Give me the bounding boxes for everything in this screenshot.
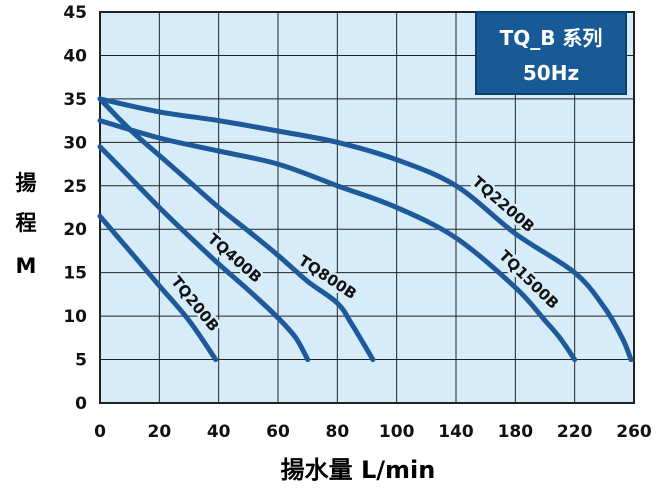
y-tick-label: 45 — [63, 3, 87, 23]
series-line-tq200b — [97, 213, 219, 363]
y-tick-label: 20 — [63, 220, 87, 240]
x-tick-label: 40 — [207, 422, 231, 442]
y-tick-labels: 0 5 10 15 20 25 30 35 40 45 — [63, 3, 87, 414]
x-tick-label: 60 — [266, 422, 290, 442]
x-tick-label: 80 — [325, 422, 349, 442]
y-axis-label-char-1: 揚 — [16, 171, 37, 195]
x-tick-label: 220 — [557, 422, 593, 442]
x-axis-label: 揚水量 L/min — [281, 456, 436, 484]
title-series-name: TQ_B 系列 — [500, 26, 603, 50]
series-line-tq800b — [97, 96, 376, 363]
title-frequency: 50Hz — [523, 61, 579, 85]
y-tick-label: 0 — [75, 394, 87, 414]
series-line-tq400b — [97, 144, 311, 363]
series-line-tq2200b — [97, 96, 634, 363]
title-box: TQ_B 系列 50Hz — [475, 11, 627, 95]
series-curves — [97, 96, 634, 363]
y-axis-label-unit: M — [16, 254, 37, 278]
title-box-background — [475, 11, 627, 95]
y-tick-label: 10 — [63, 307, 87, 327]
x-tick-label: 140 — [438, 422, 474, 442]
series-line-tq1500b — [97, 118, 578, 363]
y-tick-label: 35 — [63, 90, 87, 110]
y-tick-label: 15 — [63, 264, 87, 284]
y-axis-label-char-2: 程 — [16, 211, 37, 235]
y-tick-label: 5 — [75, 351, 87, 371]
x-tick-label: 260 — [616, 422, 652, 442]
x-tick-labels: 0 20 40 60 80 100 140 180 220 260 — [94, 422, 652, 442]
y-tick-label: 40 — [63, 46, 87, 66]
x-tick-label: 20 — [147, 422, 171, 442]
y-tick-label: 25 — [63, 177, 87, 197]
y-tick-label: 30 — [63, 133, 87, 153]
x-tick-label: 180 — [498, 422, 534, 442]
x-tick-label: 100 — [379, 422, 415, 442]
x-tick-label: 0 — [94, 422, 106, 442]
